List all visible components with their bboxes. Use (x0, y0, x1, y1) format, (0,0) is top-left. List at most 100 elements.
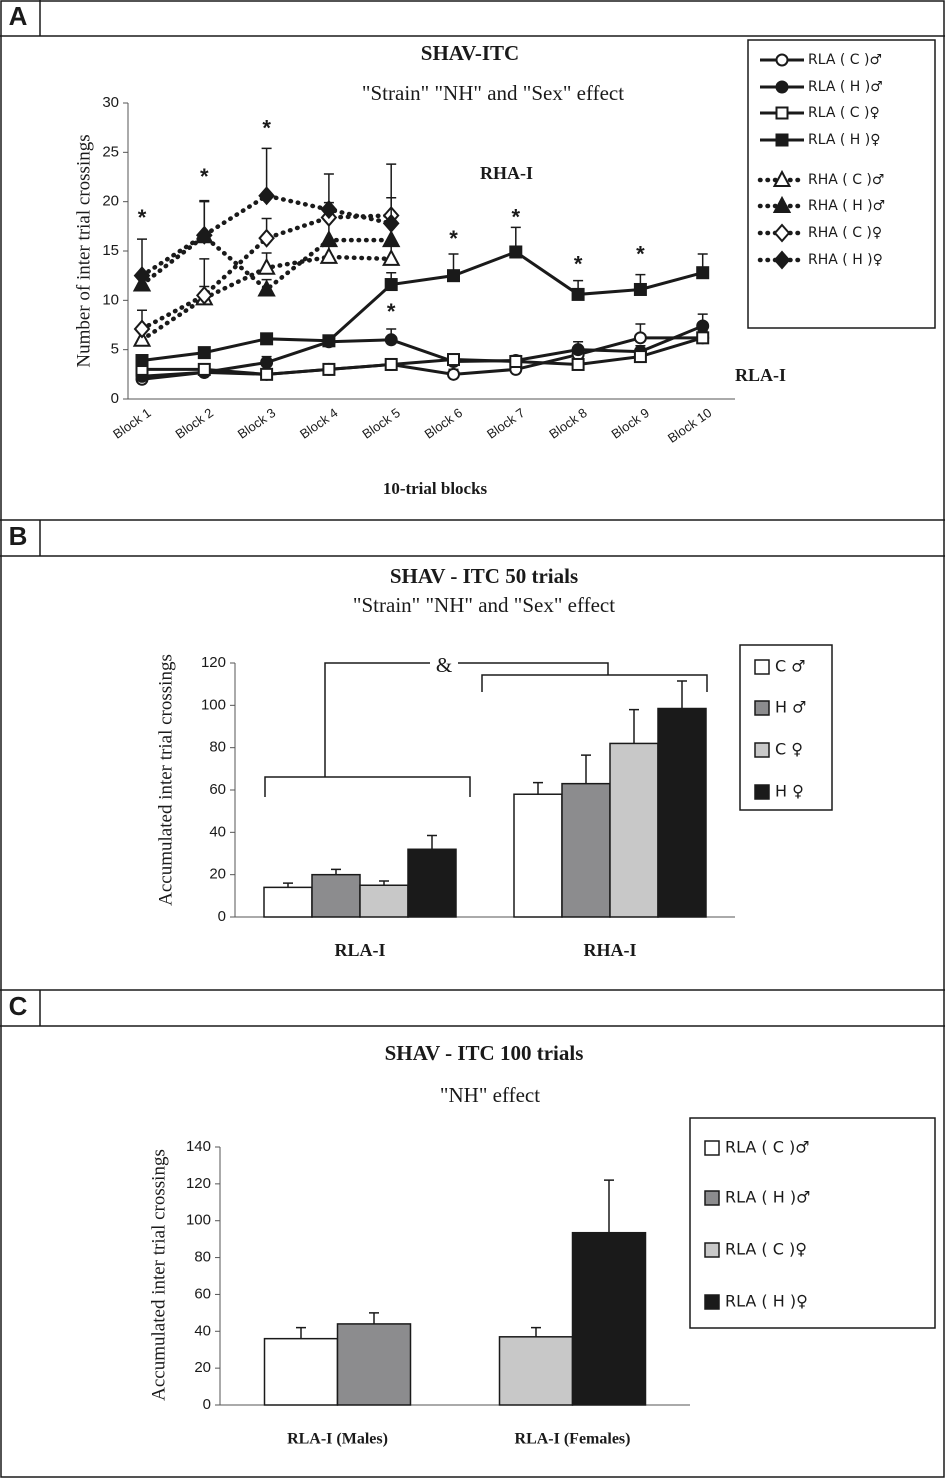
legend-label: C ♂ (775, 657, 806, 676)
bar (571, 1231, 647, 1406)
marker (696, 319, 710, 333)
marker (696, 266, 710, 280)
y-tick-label: 80 (194, 1249, 211, 1266)
y-tick-label: 140 (186, 1138, 211, 1155)
x-tick-label: Block 2 (172, 405, 216, 442)
marker (320, 200, 338, 220)
legend-label: RLA ( H )♂ (725, 1188, 810, 1207)
bar (359, 884, 409, 918)
legend-label: RLA ( H )♂ (808, 79, 883, 95)
bar (407, 848, 457, 918)
panel-header (0, 0, 945, 37)
legend-swatch (704, 1294, 720, 1310)
legend-label: RHA ( H )♀ (808, 252, 883, 268)
marker (447, 367, 460, 381)
legend-swatch (754, 784, 770, 800)
chart-subtitle: "Strain" "NH" and "Sex" effect (362, 81, 624, 105)
x-axis-label: 10-trial blocks (383, 479, 488, 498)
x-tick-label: RLA-I (334, 940, 385, 960)
panel-label: A (9, 1, 28, 31)
region-label: RHA-I (480, 163, 533, 183)
marker (509, 355, 523, 369)
marker (319, 246, 339, 264)
annotation: * (449, 226, 458, 251)
y-tick-label: 20 (209, 866, 226, 883)
y-tick-label: 120 (201, 654, 226, 671)
chart-title: SHAV-ITC (421, 41, 519, 65)
legend-swatch (704, 1242, 720, 1258)
y-tick-label: 100 (186, 1212, 211, 1229)
significance-bracket (264, 662, 708, 797)
legend-swatch (704, 1140, 720, 1156)
legend-label: RLA ( C )♀ (725, 1240, 807, 1259)
x-tick-label: Block 10 (665, 405, 714, 446)
marker (197, 346, 211, 360)
legend-marker (772, 195, 792, 213)
legend-swatch (754, 700, 770, 716)
bar (263, 1337, 339, 1406)
marker (571, 357, 585, 371)
marker (633, 350, 647, 364)
bar (513, 793, 563, 918)
y-tick-label: 20 (102, 193, 119, 210)
marker (133, 319, 151, 339)
annotation: * (200, 164, 209, 189)
annotation-background (430, 655, 458, 679)
legend-label: RLA ( C )♂ (725, 1138, 810, 1157)
bar (263, 886, 313, 918)
marker (260, 367, 274, 381)
series-line (141, 324, 704, 378)
y-tick-label: 25 (102, 143, 119, 160)
bar (336, 1323, 412, 1406)
marker (260, 332, 274, 346)
error-bar (283, 882, 293, 888)
legend-swatch (754, 742, 770, 758)
marker (257, 279, 276, 297)
legend-box (689, 1117, 936, 1329)
legend-marker (775, 133, 789, 147)
marker (135, 354, 149, 368)
annotation: & (436, 653, 452, 677)
legend-label: RLA ( C )♂ (808, 52, 882, 68)
marker (447, 353, 460, 367)
error-bar (677, 680, 687, 709)
x-tick-label: Block 7 (484, 405, 528, 442)
annotation: * (262, 115, 271, 140)
marker (571, 287, 585, 301)
y-tick-label: 30 (102, 94, 119, 111)
marker (571, 343, 585, 357)
bar (657, 707, 707, 918)
legend-marker (772, 169, 792, 187)
legend-label: RHA ( C )♂ (808, 172, 884, 188)
legend-marker (775, 80, 789, 94)
x-tick-label: RHA-I (584, 940, 637, 960)
chart-title: SHAV - ITC 100 trials (385, 1041, 584, 1065)
bar (498, 1336, 574, 1406)
y-tick-label: 10 (102, 291, 119, 308)
y-axis-label: Accumulated inter trial crossings (148, 1149, 169, 1401)
error-bar (296, 1326, 306, 1339)
series-line (141, 250, 704, 363)
panel-label: B (9, 521, 28, 551)
panel-header (0, 990, 945, 1027)
chart-subtitle: "NH" effect (440, 1083, 540, 1107)
marker (382, 213, 400, 233)
marker (195, 225, 213, 245)
marker (197, 362, 211, 376)
legend-label: H ♂ (775, 698, 806, 717)
marker (257, 257, 276, 275)
y-tick-label: 60 (194, 1285, 211, 1302)
annotation: * (387, 299, 396, 324)
x-tick-label: Block 5 (359, 405, 403, 442)
marker (447, 269, 460, 283)
marker (382, 248, 401, 266)
x-tick-label: RLA-I (Males) (287, 1431, 388, 1448)
error-bar (604, 1179, 614, 1233)
x-tick-label: Block 1 (110, 405, 154, 442)
y-tick-label: 0 (218, 908, 226, 925)
marker (322, 334, 336, 348)
marker (319, 230, 339, 248)
error-bar (379, 880, 389, 886)
